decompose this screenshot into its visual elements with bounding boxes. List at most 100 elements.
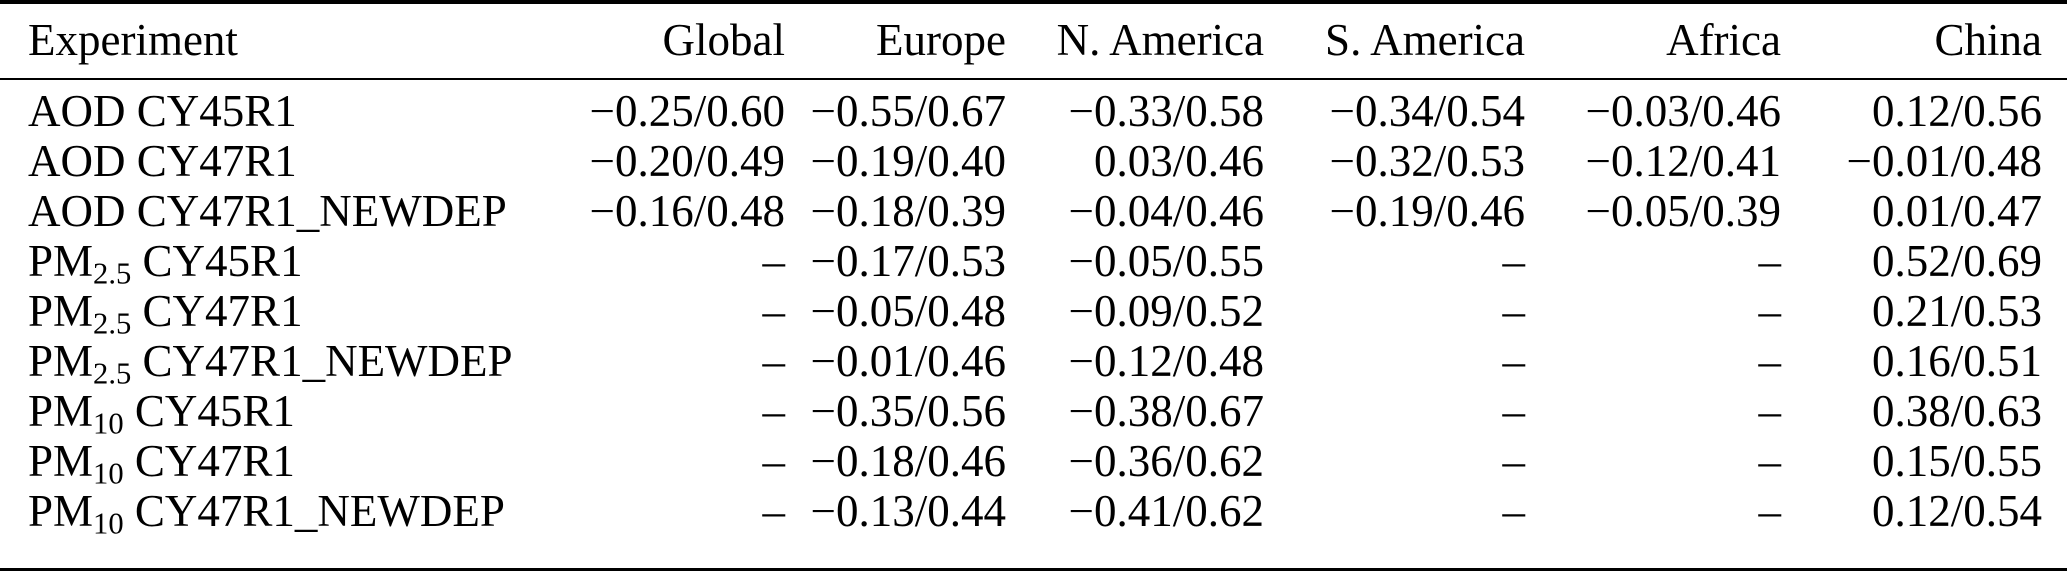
value-cell: −0.17/0.53: [810, 236, 1006, 286]
value-cell: 0.01/0.47: [1871, 186, 2042, 236]
value-cell: −0.05/0.39: [1585, 186, 1781, 236]
value-cell: −0.09/0.52: [1068, 286, 1264, 336]
table-row: PM2.5 CY47R1 – −0.05/0.48 −0.09/0.52 – –…: [0, 286, 2067, 339]
value-cell: −0.35/0.56: [810, 386, 1006, 436]
value-cell: −0.18/0.46: [810, 436, 1006, 486]
table-row: PM10 CY47R1 – −0.18/0.46 −0.36/0.62 – – …: [0, 436, 2067, 489]
experiment-label-subscript: 2.5: [93, 306, 132, 341]
experiment-label-subscript: 2.5: [93, 356, 132, 391]
value-cell: −0.13/0.44: [810, 486, 1006, 536]
value-cell: 0.16/0.51: [1871, 336, 2042, 386]
value-cell: −0.55/0.67: [810, 86, 1006, 136]
value-cell: −0.19/0.46: [1329, 186, 1525, 236]
experiment-cell: PM2.5 CY47R1_NEWDEP: [0, 336, 585, 389]
table-row: AOD CY45R1 −0.25/0.60 −0.55/0.67 −0.33/0…: [0, 79, 2067, 136]
value-cell: −0.18/0.39: [810, 186, 1006, 236]
experiment-label-subscript: 10: [93, 456, 124, 491]
value-cell: −0.04/0.46: [1068, 186, 1264, 236]
value-cell: −0.19/0.40: [810, 136, 1006, 186]
value-cell: –: [762, 336, 786, 386]
value-cell: −0.05/0.48: [810, 286, 1006, 336]
value-cell: −0.01/0.46: [810, 336, 1006, 386]
column-header-n-america: N. America: [1011, 2, 1269, 80]
table-row: PM2.5 CY47R1_NEWDEP – −0.01/0.46 −0.12/0…: [0, 336, 2067, 389]
column-header-experiment: Experiment: [0, 2, 585, 80]
value-cell: 0.52/0.69: [1871, 236, 2042, 286]
value-cell: −0.34/0.54: [1329, 86, 1525, 136]
value-cell: 0.38/0.63: [1871, 386, 2042, 436]
value-cell: –: [1758, 336, 1782, 386]
value-cell: −0.03/0.46: [1585, 86, 1781, 136]
experiment-label: PM: [28, 336, 94, 386]
value-cell: –: [1758, 236, 1782, 286]
value-cell: −0.38/0.67: [1068, 386, 1264, 436]
value-cell: –: [1502, 336, 1526, 386]
table-row: AOD CY47R1 −0.20/0.49 −0.19/0.40 0.03/0.…: [0, 136, 2067, 186]
value-cell: –: [762, 286, 786, 336]
value-cell: –: [1758, 486, 1782, 536]
experiment-label: AOD CY47R1_NEWDEP: [28, 186, 507, 236]
value-cell: −0.41/0.62: [1068, 486, 1264, 536]
experiment-label-suffix: CY47R1_NEWDEP: [131, 336, 513, 386]
value-cell: –: [1502, 236, 1526, 286]
column-header-s-america: S. America: [1269, 2, 1530, 80]
experiment-cell: PM10 CY47R1_NEWDEP: [0, 486, 585, 570]
value-cell: –: [1758, 286, 1782, 336]
experiment-cell: PM2.5 CY45R1: [0, 236, 585, 289]
experiment-label: PM: [28, 286, 94, 336]
value-cell: –: [762, 436, 786, 486]
value-cell: −0.20/0.49: [589, 136, 785, 186]
value-cell: –: [1502, 436, 1526, 486]
experiment-cell: PM10 CY47R1: [0, 436, 585, 489]
value-cell: −0.01/0.48: [1846, 136, 2042, 186]
experiment-label-suffix: CY45R1: [123, 386, 295, 436]
value-cell: –: [1502, 486, 1526, 536]
value-cell: –: [762, 486, 786, 536]
value-cell: 0.15/0.55: [1871, 436, 2042, 486]
value-cell: −0.12/0.48: [1068, 336, 1264, 386]
experiment-label-subscript: 10: [93, 506, 124, 541]
column-header-africa: Africa: [1530, 2, 1786, 80]
experiment-label: AOD CY45R1: [28, 86, 297, 136]
value-cell: −0.05/0.55: [1068, 236, 1264, 286]
column-header-china: China: [1786, 2, 2067, 80]
experiment-label-subscript: 2.5: [93, 256, 132, 291]
experiment-label: AOD CY47R1: [28, 136, 297, 186]
experiment-label-suffix: CY47R1: [131, 286, 303, 336]
value-cell: −0.36/0.62: [1068, 436, 1264, 486]
experiment-cell: AOD CY45R1: [0, 79, 585, 136]
value-cell: −0.25/0.60: [589, 86, 785, 136]
table-row: PM10 CY45R1 – −0.35/0.56 −0.38/0.67 – – …: [0, 386, 2067, 439]
column-header-global: Global: [585, 2, 790, 80]
experiment-cell: PM2.5 CY47R1: [0, 286, 585, 339]
value-cell: –: [1502, 286, 1526, 336]
value-cell: −0.12/0.41: [1585, 136, 1781, 186]
experiment-cell: AOD CY47R1_NEWDEP: [0, 186, 585, 236]
value-cell: −0.16/0.48: [589, 186, 785, 236]
value-cell: 0.21/0.53: [1871, 286, 2042, 336]
experiment-label-suffix: CY47R1_NEWDEP: [123, 486, 505, 536]
column-header-europe: Europe: [790, 2, 1011, 80]
table-row: AOD CY47R1_NEWDEP −0.16/0.48 −0.18/0.39 …: [0, 186, 2067, 236]
experiment-label: PM: [28, 486, 94, 536]
value-cell: 0.03/0.46: [1093, 136, 1264, 186]
experiment-cell: AOD CY47R1: [0, 136, 585, 186]
value-cell: –: [1758, 436, 1782, 486]
table-row: PM2.5 CY45R1 – −0.17/0.53 −0.05/0.55 – –…: [0, 236, 2067, 289]
value-cell: –: [1758, 386, 1782, 436]
experiment-label-suffix: CY45R1: [131, 236, 303, 286]
value-cell: −0.32/0.53: [1329, 136, 1525, 186]
experiment-label-suffix: CY47R1: [123, 436, 295, 486]
value-cell: –: [1502, 386, 1526, 436]
experiment-label: PM: [28, 386, 94, 436]
value-cell: –: [762, 236, 786, 286]
experiment-cell: PM10 CY45R1: [0, 386, 585, 439]
value-cell: 0.12/0.54: [1871, 486, 2042, 536]
value-cell: −0.33/0.58: [1068, 86, 1264, 136]
value-cell: 0.12/0.56: [1871, 86, 2042, 136]
experiment-label: PM: [28, 436, 94, 486]
value-cell: –: [762, 386, 786, 436]
experiment-label: PM: [28, 236, 94, 286]
experiment-label-subscript: 10: [93, 406, 124, 441]
